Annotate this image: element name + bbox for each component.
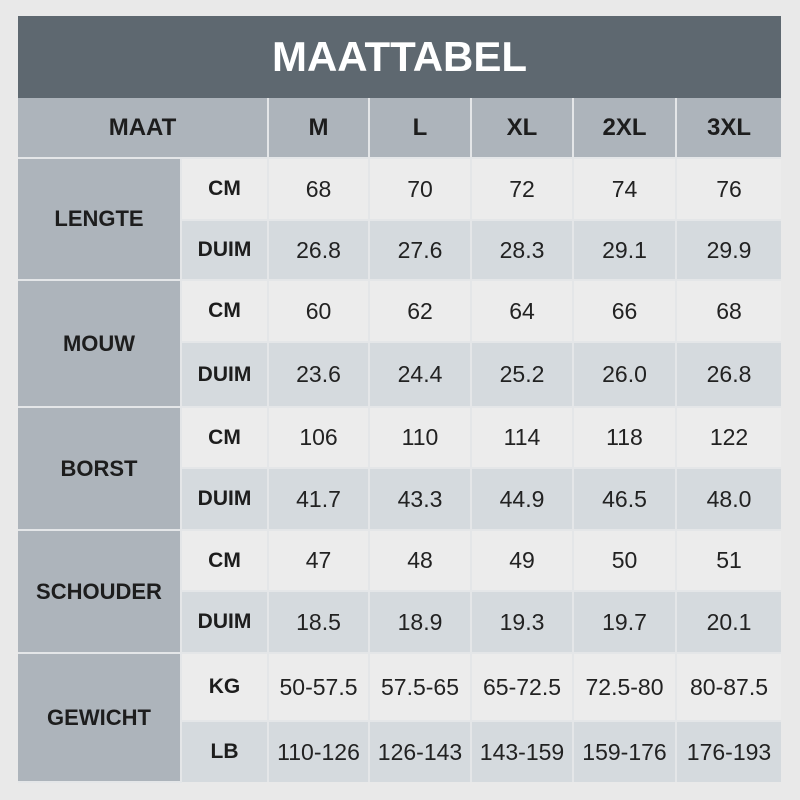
value-cell: 80-87.5	[675, 652, 782, 722]
value-cell: 20.1	[675, 590, 782, 654]
unit-label: DUIM	[181, 590, 270, 654]
value-cell: 62	[368, 279, 473, 343]
value-cell: 23.6	[267, 341, 371, 408]
value-cell: 70	[368, 157, 473, 221]
value-cell: 43.3	[368, 467, 473, 531]
value-cell: 122	[675, 406, 782, 469]
table-row: LENGTE CM 68 70 72 74 76	[18, 157, 782, 281]
value-cell: 29.1	[572, 219, 678, 281]
table-row: GEWICHT KG 50-57.5 57.5-65 65-72.5 72.5-80 80-…	[18, 652, 782, 783]
value-cell: 46.5	[572, 467, 678, 531]
value-cell: 143-159	[470, 720, 575, 782]
header-row: MAAT M L XL 2XL 3XL	[18, 98, 782, 159]
value-cell: 18.5	[267, 590, 371, 654]
table-row: DUIM 26.8 27.6 28.3 29.1 29.9	[18, 219, 782, 281]
table-row: DUIM 18.5 18.9 19.3 19.7 20.1	[18, 590, 782, 654]
unit-label: DUIM	[181, 467, 270, 531]
value-cell: 65-72.5	[470, 652, 575, 722]
value-cell: 49	[470, 529, 575, 592]
value-cell: 118	[572, 406, 678, 469]
value-cell: 24.4	[368, 341, 473, 408]
unit-label: CM	[179, 279, 270, 343]
value-cell: 68	[267, 157, 371, 221]
value-cell: 26.0	[572, 341, 678, 408]
table-row: DUIM 41.7 43.3 44.9 46.5 48.0	[18, 467, 782, 531]
unit-label: KG	[179, 652, 270, 722]
value-cell: 48.0	[675, 467, 782, 531]
value-cell: 126-143	[368, 720, 473, 782]
size-header-xl: XL	[470, 98, 575, 159]
header-label: MAAT	[18, 98, 270, 159]
size-chart: MAATTABEL MAAT M L XL 2XL 3XL LENGTE CM 68 70 72 74…	[18, 16, 782, 783]
size-header-m: M	[267, 98, 371, 159]
value-cell: 50-57.5	[267, 652, 371, 722]
table-row: LB 110-126 126-143 143-159 159-176 176-193	[18, 720, 782, 782]
value-cell: 106	[267, 406, 371, 469]
value-cell: 66	[572, 279, 678, 343]
table-row: MOUW CM 60 62 64 66 68	[18, 279, 782, 408]
value-cell: 176-193	[675, 720, 782, 782]
value-cell: 25.2	[470, 341, 575, 408]
value-cell: 27.6	[368, 219, 473, 281]
value-cell: 47	[267, 529, 371, 592]
group-label-gewicht: GEWICHT	[18, 652, 182, 783]
size-header-l: L	[368, 98, 473, 159]
table-row: SCHOUDER CM 47 48 49 50 51	[18, 529, 782, 654]
table-row: DUIM 23.6 24.4 25.2 26.0 26.8	[18, 341, 782, 408]
unit-label: CM	[179, 157, 270, 221]
size-table: MAAT M L XL 2XL 3XL LENGTE CM 68 70 72 74 76 DUIM 26.8…	[18, 98, 782, 783]
value-cell: 29.9	[675, 219, 782, 281]
table-row: BORST CM 106 110 114 118 122	[18, 406, 782, 531]
value-cell: 114	[470, 406, 575, 469]
value-cell: 50	[572, 529, 678, 592]
value-cell: 68	[675, 279, 782, 343]
value-cell: 72.5-80	[572, 652, 678, 722]
value-cell: 51	[675, 529, 782, 592]
value-cell: 74	[572, 157, 678, 221]
group-label-mouw: MOUW	[18, 279, 182, 408]
value-cell: 26.8	[675, 341, 782, 408]
group-label-schouder: SCHOUDER	[18, 529, 182, 654]
value-cell: 19.7	[572, 590, 678, 654]
value-cell: 44.9	[470, 467, 575, 531]
value-cell: 76	[675, 157, 782, 221]
value-cell: 110	[368, 406, 473, 469]
value-cell: 57.5-65	[368, 652, 473, 722]
value-cell: 110-126	[267, 720, 371, 782]
value-cell: 64	[470, 279, 575, 343]
unit-label: LB	[181, 720, 270, 782]
value-cell: 41.7	[267, 467, 371, 531]
unit-label: CM	[179, 529, 270, 592]
value-cell: 26.8	[267, 219, 371, 281]
unit-label: CM	[179, 406, 270, 469]
value-cell: 19.3	[470, 590, 575, 654]
group-label-borst: BORST	[18, 406, 182, 531]
chart-title: MAATTABEL	[18, 16, 781, 98]
value-cell: 18.9	[368, 590, 473, 654]
value-cell: 28.3	[470, 219, 575, 281]
value-cell: 48	[368, 529, 473, 592]
group-label-lengte: LENGTE	[18, 157, 182, 281]
size-header-2xl: 2XL	[572, 98, 678, 159]
unit-label: DUIM	[181, 341, 270, 408]
size-header-3xl: 3XL	[675, 98, 782, 159]
value-cell: 159-176	[572, 720, 678, 782]
value-cell: 72	[470, 157, 575, 221]
unit-label: DUIM	[181, 219, 270, 281]
value-cell: 60	[267, 279, 371, 343]
